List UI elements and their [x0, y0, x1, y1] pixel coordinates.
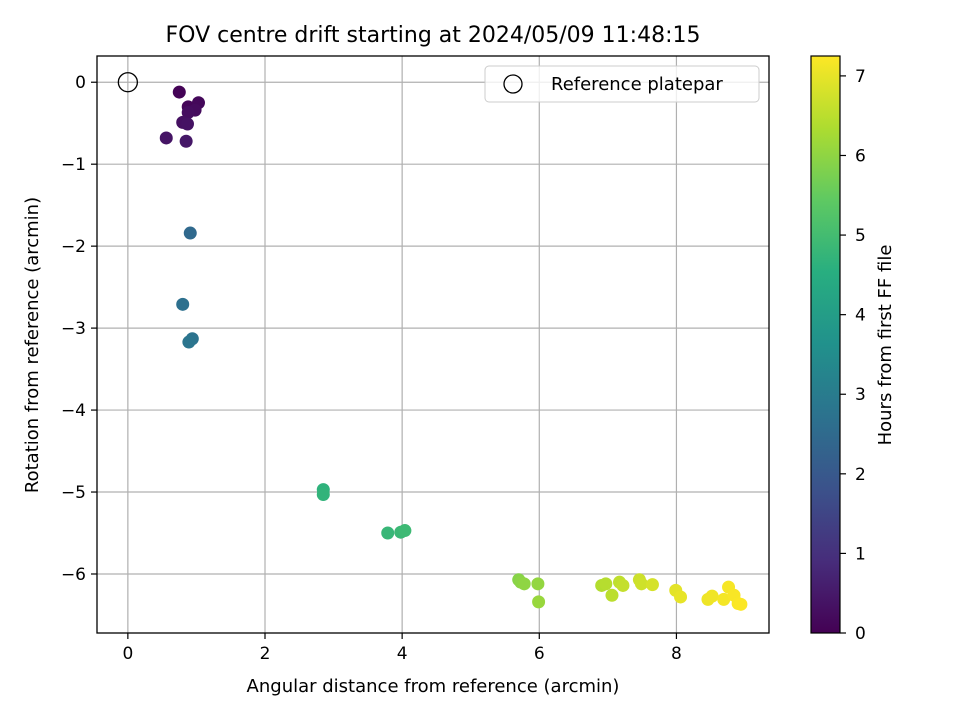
colorbar-tick-label: 7 — [855, 67, 866, 87]
colorbar-tick-label: 1 — [855, 544, 866, 564]
data-point — [517, 577, 531, 591]
x-tick-label: 8 — [671, 644, 682, 664]
data-point — [532, 595, 546, 609]
data-point — [705, 589, 719, 603]
x-axis-label: Angular distance from reference (arcmin) — [247, 676, 620, 697]
colorbar-tick-label: 4 — [855, 306, 866, 326]
colorbar-tick-label: 2 — [855, 465, 866, 485]
x-tick-label: 0 — [122, 644, 133, 664]
x-tick-label: 4 — [397, 644, 408, 664]
data-point — [181, 117, 195, 131]
data-point — [159, 131, 173, 145]
data-point — [599, 577, 613, 591]
data-point — [183, 226, 197, 240]
grid-lines — [97, 56, 769, 633]
y-tick-label: −4 — [61, 401, 86, 421]
x-axis-ticks: 0 2 4 6 8 — [122, 633, 682, 664]
data-point — [179, 134, 193, 148]
data-point — [398, 524, 412, 538]
chart-title: FOV centre drift starting at 2024/05/09 … — [166, 23, 701, 48]
y-tick-label: 0 — [75, 73, 86, 93]
data-point — [316, 487, 330, 501]
y-tick-label: −6 — [61, 565, 86, 585]
y-axis-label: Rotation from reference (arcmin) — [22, 197, 43, 493]
legend-marker-icon — [503, 74, 523, 94]
data-point — [182, 335, 196, 349]
data-point — [181, 106, 195, 120]
colorbar: 0 1 2 3 4 5 6 7 Hours from first FF file — [810, 55, 896, 644]
x-tick-label: 6 — [534, 644, 545, 664]
data-point — [531, 577, 545, 591]
legend-label: Reference platepar — [551, 74, 723, 95]
data-point — [734, 597, 748, 611]
legend-box — [484, 65, 760, 103]
data-point — [172, 85, 186, 99]
data-point — [645, 578, 659, 592]
reference-platepar-marker — [117, 72, 139, 93]
y-tick-label: −2 — [61, 237, 86, 257]
data-point — [634, 577, 648, 591]
y-axis-ticks: 0 −1 −2 −3 −4 −5 −6 — [61, 73, 97, 585]
y-tick-label: −3 — [61, 319, 86, 339]
y-tick-label: −1 — [61, 155, 86, 175]
data-point — [381, 526, 395, 540]
colorbar-tick-label: 3 — [855, 385, 866, 405]
colorbar-tick-label: 0 — [855, 624, 866, 644]
data-point — [616, 578, 630, 592]
data-point — [176, 297, 190, 311]
y-tick-label: −5 — [61, 483, 86, 503]
legend: Reference platepar — [484, 65, 760, 103]
plot-frame — [96, 55, 770, 634]
reference-marker — [117, 72, 139, 93]
colorbar-ticks: 0 1 2 3 4 5 6 7 — [840, 67, 866, 644]
data-point — [717, 592, 731, 606]
x-tick-label: 2 — [260, 644, 271, 664]
colorbar-label: Hours from first FF file — [875, 245, 896, 446]
data-points — [159, 85, 748, 611]
data-point — [674, 590, 688, 604]
colorbar-tick-label: 6 — [855, 146, 866, 166]
colorbar-tick-label: 5 — [855, 226, 866, 246]
data-point — [605, 588, 619, 602]
colorbar-gradient — [810, 55, 841, 634]
